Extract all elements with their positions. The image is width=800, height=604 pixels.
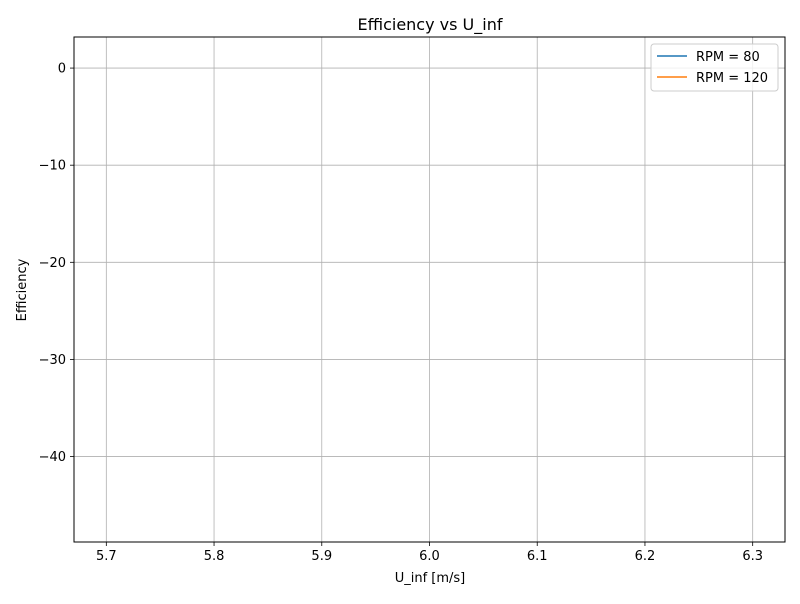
- x-tick-label: 6.1: [527, 549, 548, 564]
- legend: RPM = 80 RPM = 120: [650, 43, 779, 92]
- axis-ticks: 5.7 5.8 5.9 6.0 6.1 6.2 6.3 0 −10 −20 −30 −40: [39, 62, 763, 564]
- x-tick-label: 6.3: [742, 549, 763, 564]
- y-tick-label: 0: [58, 62, 66, 77]
- legend-label-rpm-80: RPM = 80: [696, 50, 760, 65]
- x-tick-label: 5.9: [311, 549, 332, 564]
- y-tick-label: −30: [39, 353, 66, 368]
- x-axis-label: U_inf [m/s]: [395, 571, 466, 586]
- x-tick-label: 6.2: [635, 549, 656, 564]
- y-tick-label: −20: [39, 256, 66, 271]
- chart-title: Efficiency vs U_inf: [358, 15, 503, 35]
- y-tick-label: −40: [39, 450, 66, 465]
- x-tick-label: 5.7: [96, 549, 117, 564]
- y-axis-label: Efficiency: [15, 258, 30, 321]
- y-tick-label: −10: [39, 159, 66, 174]
- x-tick-label: 6.0: [419, 549, 440, 564]
- x-tick-label: 5.8: [204, 549, 225, 564]
- grid-lines: [74, 37, 785, 542]
- legend-label-rpm-120: RPM = 120: [696, 71, 768, 86]
